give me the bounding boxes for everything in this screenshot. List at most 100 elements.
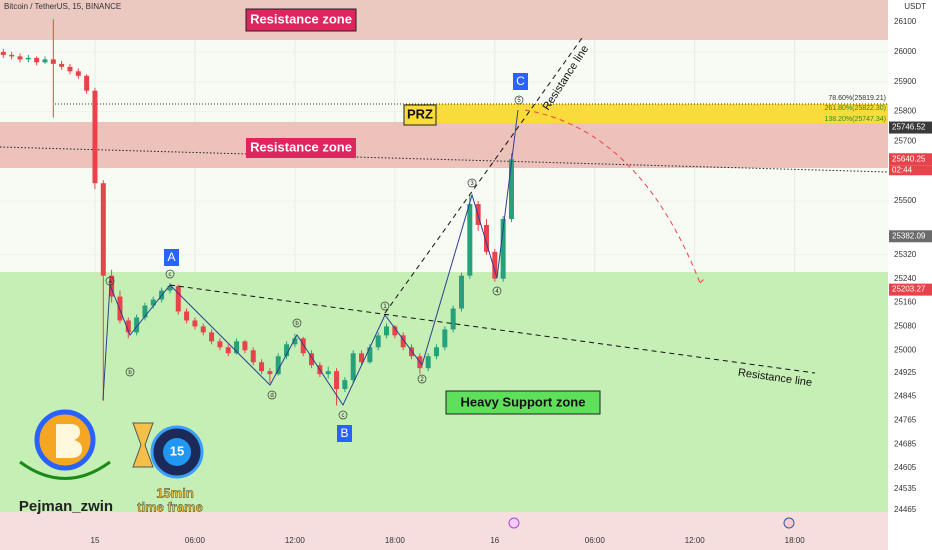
sub-wave-ring — [514, 95, 524, 105]
countdown: 02:44 — [892, 165, 913, 174]
brand-line: 15min — [156, 485, 194, 500]
resistance-line-lower — [169, 284, 816, 374]
y-tick-label: 26100 — [894, 17, 917, 26]
label-box — [445, 390, 601, 415]
y-tick-label: 25320 — [894, 250, 917, 259]
sub-waves: a b c d b c 1 2 3 4 5 — [105, 95, 524, 420]
candle-body — [367, 347, 373, 363]
candle-body — [384, 326, 390, 336]
fib-label: 138.20%(25747.34) — [825, 116, 887, 123]
price-label: 25203.27 — [892, 285, 926, 294]
brand-line: time frame — [137, 499, 203, 514]
y-tick-label: 25700 — [894, 137, 917, 146]
candle-body — [483, 224, 489, 252]
candle-body — [500, 219, 506, 279]
candle-body — [275, 356, 281, 375]
candle-body — [117, 296, 123, 321]
x-tick-label: 18:00 — [785, 536, 806, 545]
x-tick-label: 18:00 — [385, 536, 406, 545]
x-tick-label: 12:00 — [285, 536, 306, 545]
sub-wave-ring — [492, 286, 502, 296]
y-tick-label: 25800 — [894, 107, 917, 116]
sub-wave-label: c — [169, 272, 172, 278]
candle-body — [192, 320, 198, 327]
leaf — [19, 460, 111, 480]
sub-wave-label: 3 — [470, 181, 474, 187]
wave-label: B — [340, 426, 348, 440]
candle-body — [284, 344, 290, 357]
y-tick-label: 24465 — [894, 505, 917, 514]
label-box — [403, 104, 437, 126]
zone-label: Heavy Support zone — [461, 394, 586, 409]
y-tick-label: 24605 — [894, 463, 917, 472]
projection-arc — [524, 109, 707, 284]
resistance-line-upper — [384, 37, 583, 314]
candle-body — [17, 56, 23, 60]
candle-body — [175, 286, 181, 312]
candle-body — [50, 59, 56, 64]
sub-wave-label: d — [270, 393, 273, 399]
candle-body — [309, 353, 315, 366]
price-axis — [888, 0, 932, 550]
wave-box — [164, 249, 179, 266]
candle-body — [325, 371, 331, 375]
candle-body — [25, 57, 31, 60]
candle-body — [375, 335, 381, 348]
clock-face — [163, 438, 191, 466]
dotted-trend — [0, 146, 889, 173]
candle-body — [250, 350, 256, 363]
candle-body — [259, 362, 265, 372]
price-label-box — [889, 283, 932, 296]
sub-wave-label: a — [108, 279, 112, 285]
price-label: 25382.09 — [892, 231, 926, 240]
candle-body — [392, 326, 398, 336]
price-label: 25746.52 — [892, 123, 926, 132]
sub-wave-label: 4 — [495, 289, 499, 295]
y-tick-label: 25000 — [894, 345, 917, 354]
candle-body — [467, 204, 473, 276]
chart-title: Bitcoin / TetherUS, 15, BINANCE — [4, 2, 121, 11]
support-zone — [0, 272, 888, 512]
currency: USDT — [904, 2, 926, 11]
candle-body — [142, 305, 148, 318]
candle-body — [225, 347, 231, 354]
candle-body — [134, 317, 140, 333]
wave-box — [513, 73, 528, 90]
wave-label: A — [167, 250, 175, 264]
time-axis — [0, 512, 888, 550]
fib-label: 78.60%(25819.21) — [828, 95, 886, 102]
hourglass — [132, 422, 154, 468]
sub-wave-ring — [380, 301, 390, 311]
x-tick-label: 06:00 — [185, 536, 206, 545]
candle-body — [109, 275, 115, 297]
candle-body — [292, 338, 298, 345]
y-tick-label: 24685 — [894, 439, 917, 448]
fib-label: 261.80%(25822.30) — [825, 105, 887, 112]
axes: 15 06:00 12:00 18:00 16 06:00 12:00 18:00261002… — [91, 17, 932, 545]
sub-wave-ring — [467, 178, 477, 188]
wave-lines — [102, 109, 519, 407]
y-tick-label: 25160 — [894, 298, 917, 307]
candle-body — [425, 356, 431, 369]
candle-body — [200, 326, 206, 333]
candle-body — [42, 59, 48, 63]
candle-body — [150, 299, 156, 306]
candle-body — [450, 308, 456, 330]
x-tick-label: 06:00 — [585, 536, 606, 545]
price-label-box — [889, 121, 932, 134]
sub-wave-label: 1 — [383, 304, 387, 310]
candle-body — [434, 347, 440, 357]
candle-body — [359, 353, 365, 363]
candle-body — [9, 54, 15, 57]
sub-wave-ring — [292, 318, 302, 328]
sub-wave-label: c — [342, 413, 345, 419]
candle-body — [67, 66, 73, 72]
candle-body — [75, 71, 81, 76]
sub-wave-label: 5 — [517, 98, 521, 104]
candle-body — [59, 63, 65, 67]
candle-body — [217, 341, 223, 348]
candle-body — [184, 311, 190, 321]
candle-body — [400, 335, 406, 348]
sub-wave-ring — [417, 374, 427, 384]
